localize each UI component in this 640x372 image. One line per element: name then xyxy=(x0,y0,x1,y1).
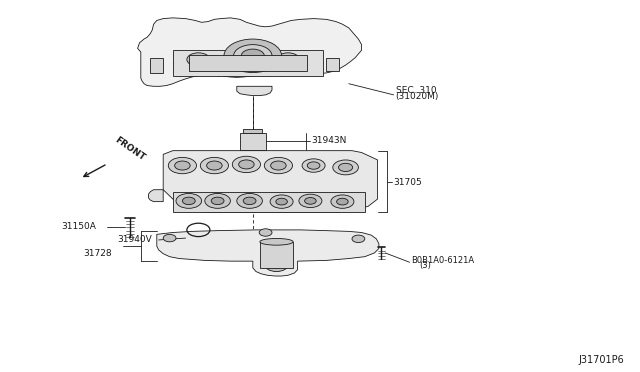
Circle shape xyxy=(243,197,256,205)
Text: 31705: 31705 xyxy=(394,178,422,187)
Circle shape xyxy=(175,161,190,170)
Text: SEC. 310: SEC. 310 xyxy=(396,86,436,95)
Text: J31701P6: J31701P6 xyxy=(579,355,624,365)
Circle shape xyxy=(176,193,202,208)
Circle shape xyxy=(211,197,224,205)
Circle shape xyxy=(205,193,230,208)
Circle shape xyxy=(182,197,195,205)
Text: 31940V: 31940V xyxy=(117,235,152,244)
Bar xyxy=(173,192,365,212)
Circle shape xyxy=(200,157,228,174)
Circle shape xyxy=(168,157,196,174)
Circle shape xyxy=(276,53,300,66)
Bar xyxy=(326,58,339,71)
Circle shape xyxy=(224,39,282,73)
Polygon shape xyxy=(157,230,379,276)
Circle shape xyxy=(237,193,262,208)
Circle shape xyxy=(337,198,348,205)
Text: FRONT: FRONT xyxy=(113,136,146,163)
Ellipse shape xyxy=(260,238,293,245)
Bar xyxy=(150,58,163,73)
Text: (31020M): (31020M) xyxy=(396,92,439,101)
Bar xyxy=(260,242,293,268)
Circle shape xyxy=(305,198,316,204)
Polygon shape xyxy=(163,151,378,212)
Text: (3): (3) xyxy=(419,262,431,270)
Circle shape xyxy=(239,160,254,169)
Circle shape xyxy=(234,45,272,67)
Circle shape xyxy=(241,49,264,62)
Circle shape xyxy=(352,235,365,243)
Circle shape xyxy=(339,163,353,171)
Circle shape xyxy=(187,53,210,66)
Circle shape xyxy=(163,234,176,242)
Circle shape xyxy=(192,63,205,71)
Text: 31943N: 31943N xyxy=(312,136,347,145)
Circle shape xyxy=(270,195,293,208)
Bar xyxy=(173,50,323,76)
Bar xyxy=(243,129,262,133)
Circle shape xyxy=(333,160,358,175)
Text: B0B1A0-6121A: B0B1A0-6121A xyxy=(411,256,474,265)
Circle shape xyxy=(232,53,255,66)
Circle shape xyxy=(302,159,325,172)
Circle shape xyxy=(264,157,292,174)
Polygon shape xyxy=(148,190,163,202)
Circle shape xyxy=(259,229,272,236)
Circle shape xyxy=(207,161,222,170)
Polygon shape xyxy=(237,86,272,96)
Circle shape xyxy=(331,195,354,208)
Circle shape xyxy=(271,161,286,170)
Circle shape xyxy=(299,194,322,208)
Circle shape xyxy=(232,156,260,173)
Circle shape xyxy=(265,258,288,272)
Circle shape xyxy=(307,162,320,169)
Circle shape xyxy=(282,63,294,71)
Text: 31728: 31728 xyxy=(83,249,112,258)
Bar xyxy=(240,133,266,150)
Circle shape xyxy=(276,198,287,205)
Polygon shape xyxy=(138,18,362,86)
Bar xyxy=(189,55,307,71)
Text: 31150A: 31150A xyxy=(61,222,95,231)
